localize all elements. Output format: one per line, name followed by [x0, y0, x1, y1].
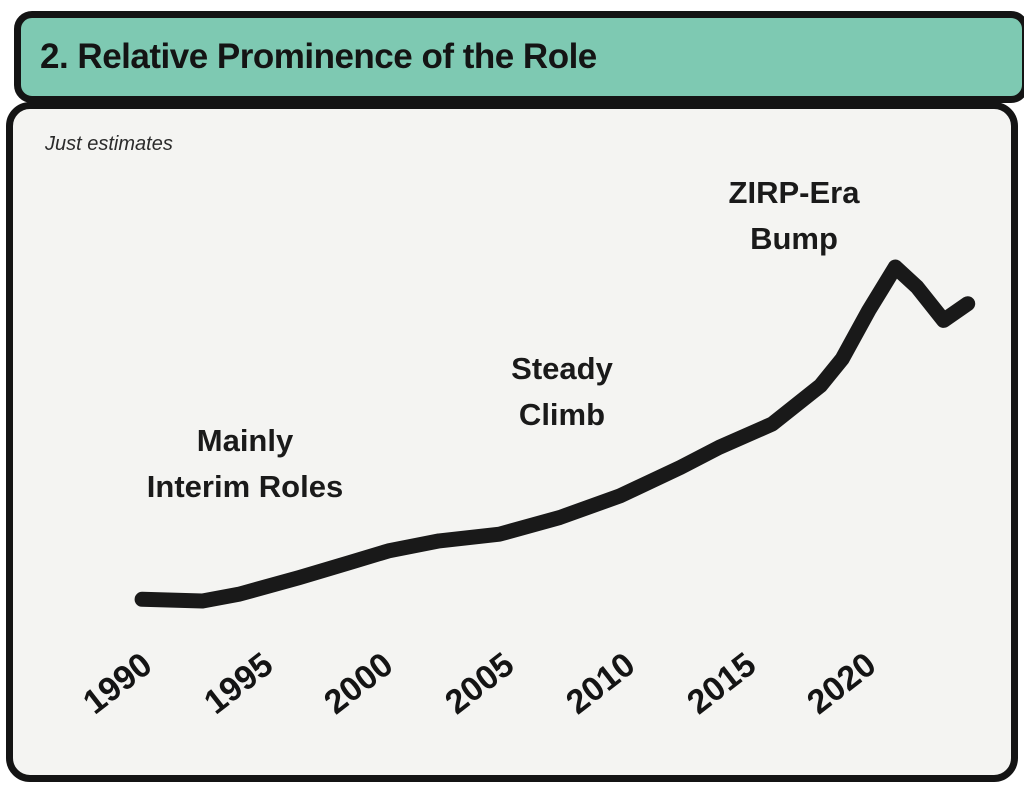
annotation-line: Climb	[518, 397, 606, 432]
annotation-line: ZIRP-Era	[728, 175, 860, 210]
chart-title: 2. Relative Prominence of the Role	[40, 37, 597, 76]
annotation-line: Steady	[511, 351, 613, 386]
chart-title-banner: 2. Relative Prominence of the Role	[14, 11, 1024, 103]
annotation-line: Mainly	[196, 423, 294, 458]
annotation-steady-climb: Steady Climb	[511, 346, 613, 438]
annotation-line: Bump	[750, 221, 838, 256]
annotation-mainly-interim-roles: Mainly Interim Roles	[147, 418, 343, 510]
chart-subtitle-note: Just estimates	[45, 133, 173, 155]
annotation-line: Interim Roles	[146, 469, 344, 504]
annotation-zirp-era-bump: ZIRP-Era Bump	[729, 170, 860, 262]
